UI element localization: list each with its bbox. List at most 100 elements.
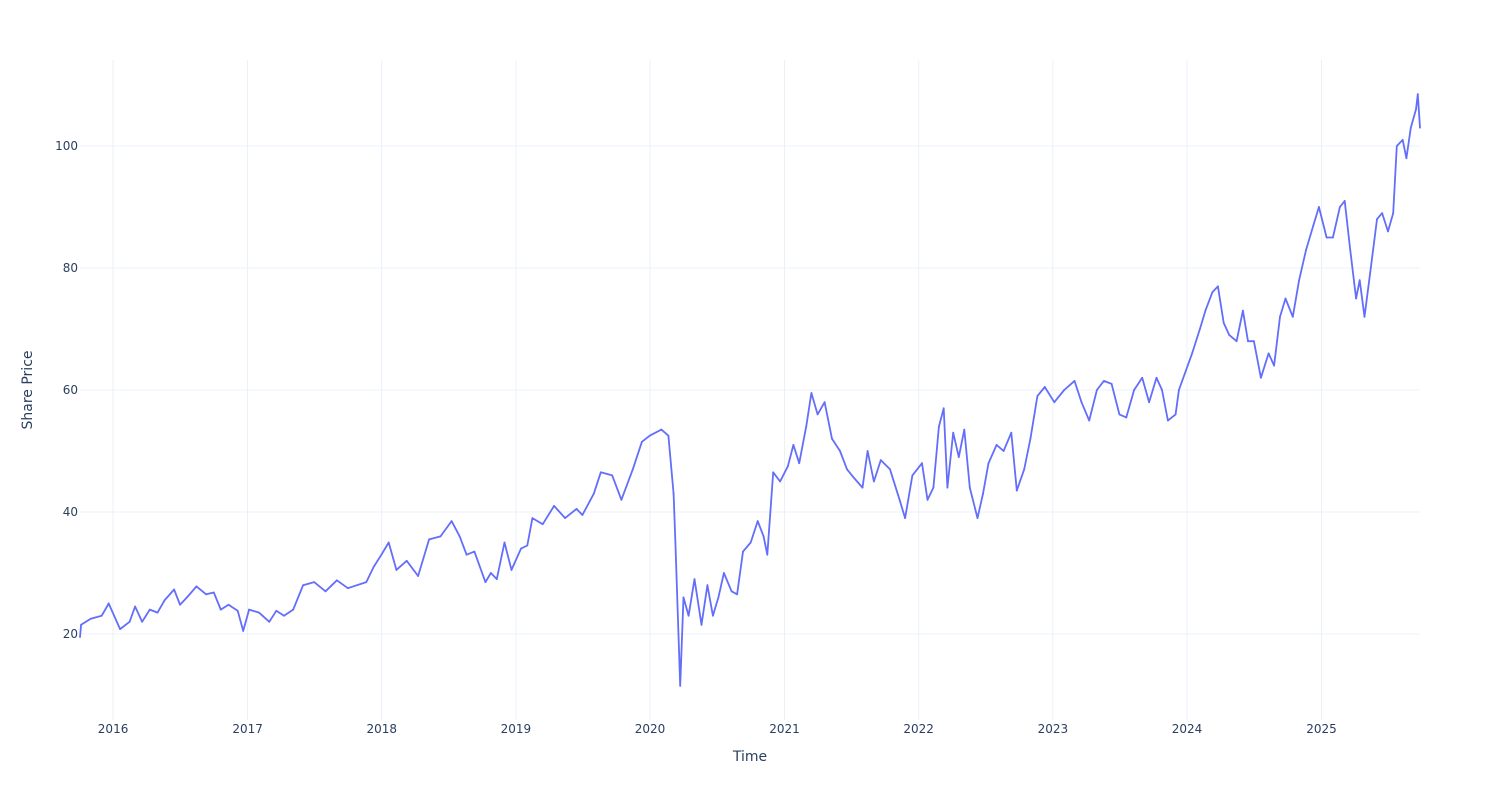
x-tick-label: 2017: [232, 722, 263, 736]
data-point: [987, 462, 990, 465]
data-point: [1174, 413, 1177, 416]
data-point: [227, 603, 230, 606]
data-point: [417, 575, 420, 577]
data-point: [107, 602, 110, 605]
data-point: [581, 514, 584, 516]
data-point: [786, 465, 789, 468]
data-point: [1118, 413, 1121, 416]
data-point: [156, 611, 159, 614]
grid: [80, 60, 1420, 720]
data-point: [89, 617, 92, 620]
data-point: [473, 550, 476, 553]
data-point: [1279, 315, 1281, 318]
data-point: [982, 492, 984, 495]
data-point: [141, 620, 144, 623]
tick-labels: 2016 2017 2018 2019 2020 2021 2022 2023 2024 2025…: [55, 139, 1337, 736]
data-point: [531, 517, 534, 519]
data-point: [963, 428, 966, 431]
data-point: [772, 471, 775, 474]
data-point: [672, 492, 675, 495]
data-point: [428, 538, 431, 541]
x-tick-label: 2020: [635, 722, 666, 736]
series-layer: [79, 93, 1421, 687]
data-point: [1284, 297, 1287, 300]
data-point: [938, 425, 940, 428]
data-point: [242, 630, 245, 632]
data-point: [1259, 376, 1262, 379]
data-point: [687, 614, 690, 617]
data-point: [889, 468, 891, 471]
data-point: [186, 596, 188, 599]
data-point: [1405, 157, 1408, 160]
data-point: [128, 620, 131, 623]
data-point: [766, 553, 769, 556]
data-point: [1376, 218, 1378, 221]
data-point: [1166, 419, 1169, 422]
data-point: [711, 614, 714, 617]
data-point: [611, 474, 614, 477]
data-point: [1416, 93, 1419, 96]
data-point: [921, 462, 923, 465]
data-point: [756, 520, 759, 523]
data-point: [749, 541, 752, 544]
data-point: [564, 517, 567, 519]
data-point: [148, 608, 151, 611]
data-point: [599, 471, 602, 474]
data-point: [792, 443, 795, 446]
data-point: [205, 593, 207, 596]
data-point: [1053, 401, 1056, 404]
data-point: [648, 434, 651, 437]
data-point: [1125, 416, 1128, 419]
data-point: [839, 450, 841, 452]
data-point: [631, 468, 634, 471]
data-point: [946, 486, 949, 489]
y-tick-label: 60: [63, 383, 78, 397]
data-point: [1241, 309, 1244, 312]
data-point: [1198, 328, 1201, 330]
data-point: [1401, 139, 1404, 141]
data-point: [904, 517, 906, 519]
data-point: [1148, 401, 1151, 404]
data-point: [1312, 224, 1315, 227]
y-tick-label: 100: [55, 139, 78, 153]
data-point: [1043, 386, 1046, 388]
x-tick-label: 2018: [366, 722, 397, 736]
data-point: [1387, 230, 1389, 233]
data-point: [620, 498, 623, 501]
data-point: [439, 535, 442, 538]
x-axis-title: Time: [732, 749, 767, 765]
data-point: [968, 486, 971, 489]
data-point: [1103, 379, 1105, 382]
data-point: [283, 614, 285, 617]
data-point: [1252, 340, 1255, 343]
data-point: [872, 480, 875, 483]
data-point: [693, 578, 696, 580]
data-point: [575, 508, 578, 510]
data-point: [195, 585, 198, 588]
data-point: [679, 684, 682, 687]
data-point: [163, 599, 166, 602]
data-point: [219, 608, 222, 611]
x-tick-label: 2022: [903, 722, 934, 736]
data-point: [1141, 376, 1144, 379]
x-tick-label: 2025: [1306, 722, 1337, 736]
data-point: [395, 569, 398, 571]
data-point: [1369, 267, 1372, 269]
data-point: [1133, 389, 1135, 391]
x-tick-label: 2023: [1038, 722, 1069, 736]
x-tick-label: 2019: [501, 722, 532, 736]
data-point: [879, 459, 882, 462]
data-point: [1235, 340, 1238, 343]
data-point: [911, 474, 914, 477]
data-point: [995, 443, 998, 446]
data-point: [926, 498, 929, 501]
data-point: [275, 609, 278, 612]
data-point: [674, 541, 677, 544]
data-point: [510, 569, 513, 571]
data-point: [1155, 376, 1158, 379]
data-point: [347, 587, 349, 590]
data-point: [1273, 364, 1275, 367]
data-point: [816, 413, 819, 416]
data-point: [1343, 200, 1346, 202]
